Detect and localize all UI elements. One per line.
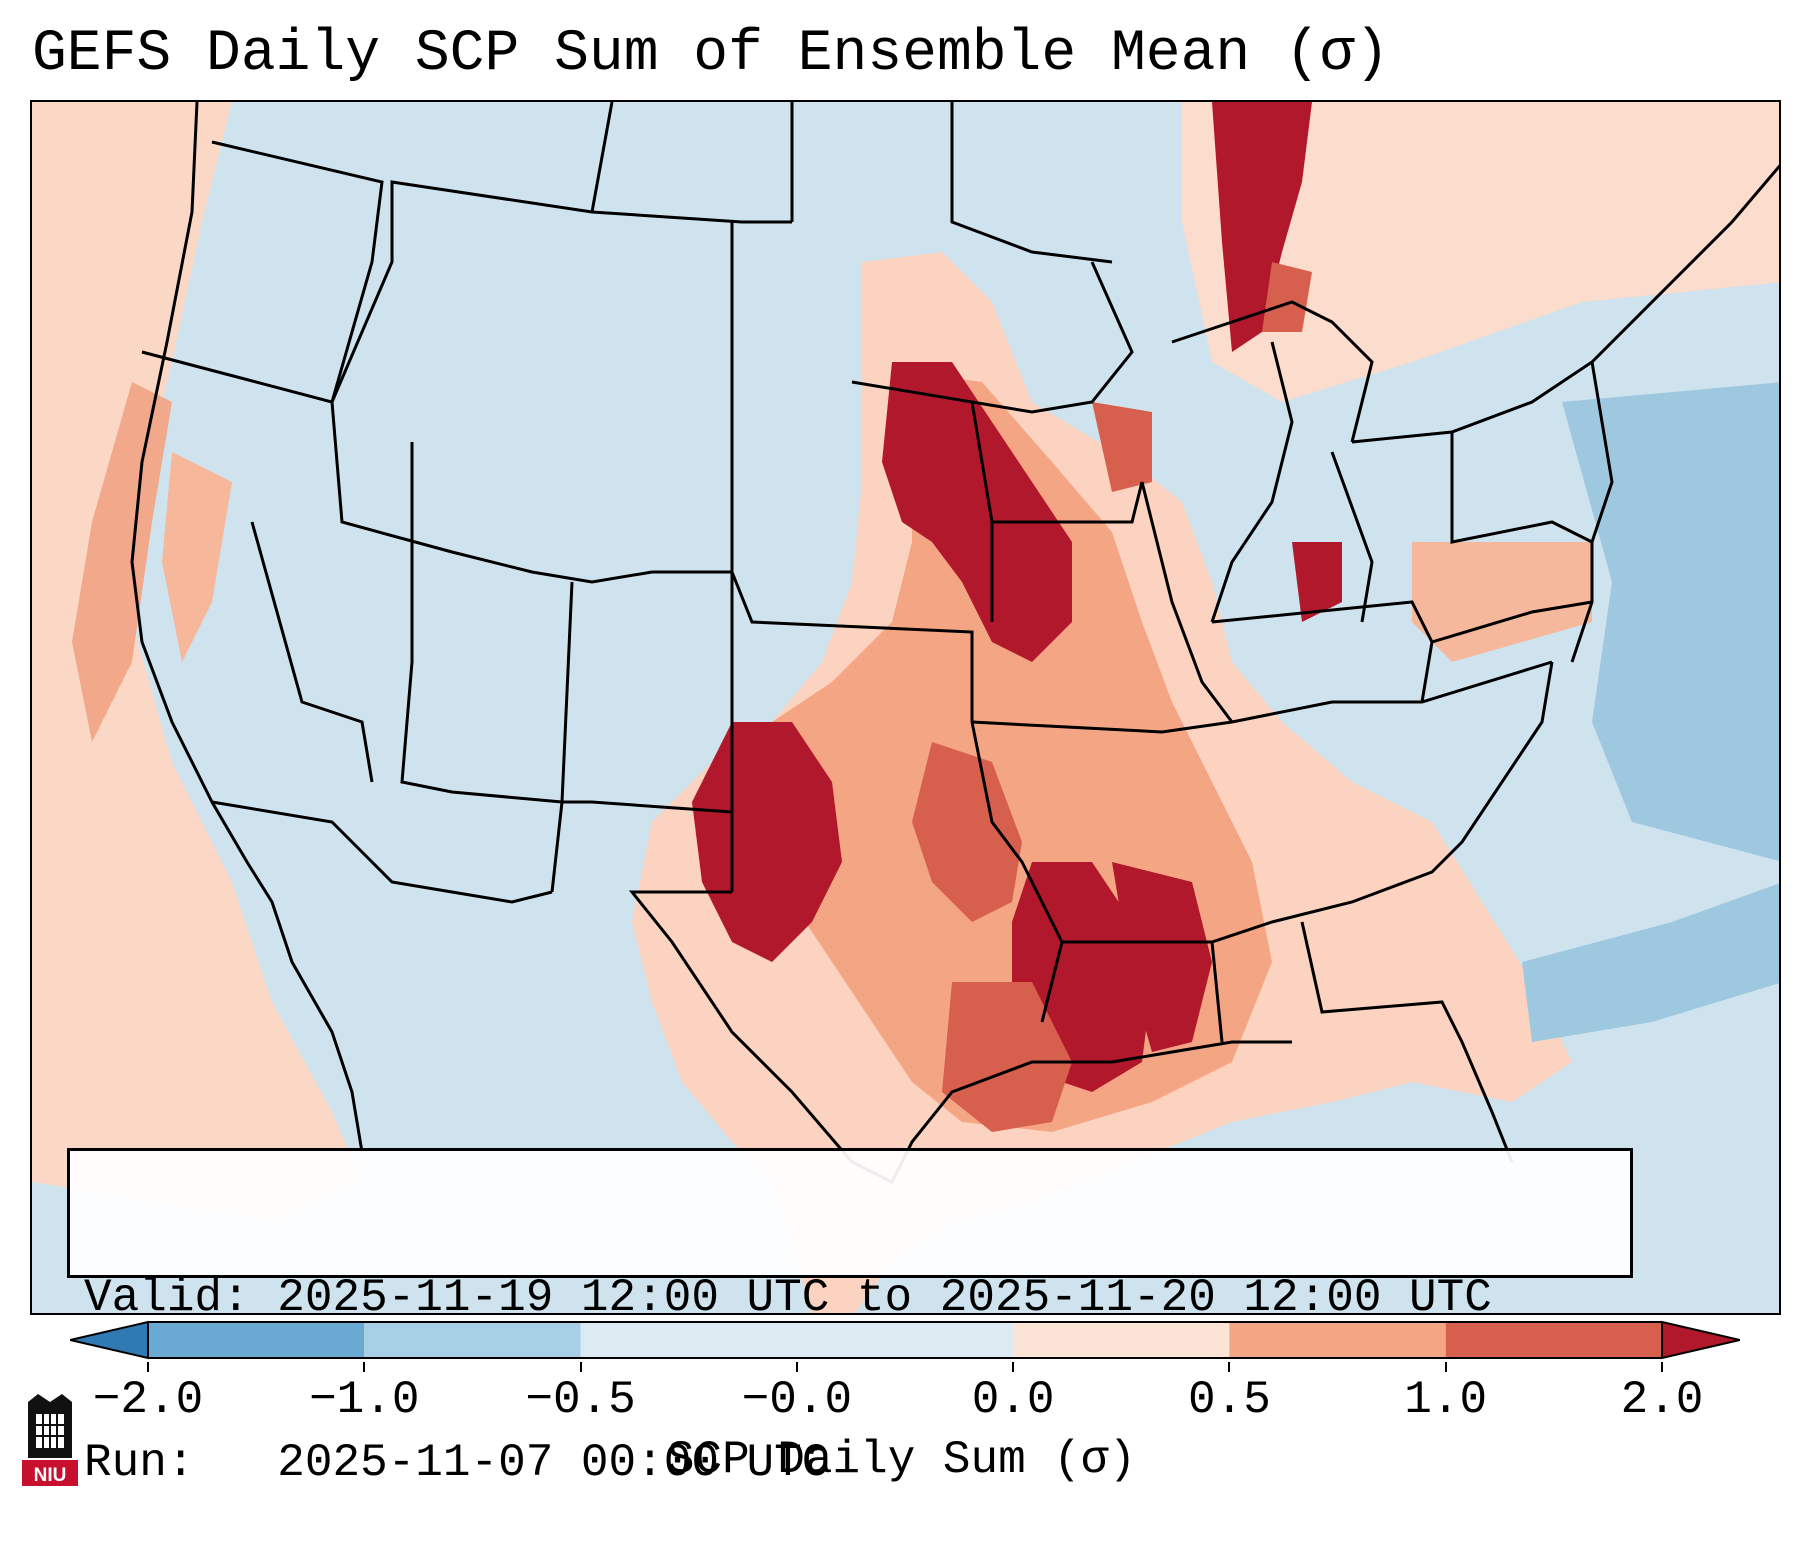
valid-label: Valid:	[84, 1272, 250, 1324]
logo-text: NIU	[34, 1465, 67, 1486]
valid-run-info-box: Valid: 2025-11-19 12:00 UTC to 2025-11-2…	[67, 1148, 1633, 1489]
colorbar-tick-label: 0.5	[1188, 1374, 1271, 1426]
colorbar-tick-label: 1.0	[1404, 1374, 1488, 1426]
colorbar-tick-mark	[1012, 1362, 1015, 1372]
map-panel	[30, 100, 1781, 1315]
run-label: Run:	[84, 1437, 195, 1489]
colorbar-tick-mark	[363, 1362, 366, 1372]
colorbar-tick-mark	[579, 1362, 582, 1372]
run-row: Run: 2025-11-07 00:00 UTC	[84, 1436, 1616, 1491]
colorbar-tick-mark	[147, 1362, 149, 1372]
chart-title: GEFS Daily SCP Sum of Ensemble Mean (σ)	[32, 22, 1390, 87]
colorbar-segment	[148, 1322, 365, 1358]
colorbar	[70, 1320, 1740, 1360]
run-value: 2025-11-07 00:00 UTC	[277, 1437, 830, 1489]
map-canvas	[32, 102, 1779, 1313]
colorbar-title: SCP Daily Sum (σ)	[666, 1434, 1137, 1486]
valid-value: 2025-11-19 12:00 UTC to 2025-11-20 12:00…	[277, 1272, 1492, 1324]
colorbar-extend-high	[1661, 1320, 1740, 1360]
colorbar-extend-low	[70, 1320, 149, 1360]
colorbar-tick-mark	[795, 1362, 798, 1372]
colorbar-tick-label: 0.0	[971, 1374, 1055, 1426]
colorbar-segment	[1013, 1322, 1230, 1358]
colorbar-outline	[147, 1321, 1663, 1359]
colorbar-tick-mark	[1661, 1362, 1663, 1372]
colorbar-tick-label: −0.0	[741, 1374, 853, 1426]
colorbar-tick-label: 2.0	[1620, 1374, 1704, 1426]
colorbar-segment	[796, 1322, 1014, 1358]
colorbar-tick-label: −1.0	[309, 1374, 420, 1426]
colorbar-tick-label: −2.0	[92, 1374, 204, 1426]
colorbar-tick-label: −0.5	[525, 1374, 636, 1426]
niu-logo-icon: NIU	[22, 1394, 78, 1486]
valid-row: Valid: 2025-11-19 12:00 UTC to 2025-11-2…	[84, 1271, 1616, 1326]
colorbar-segment	[1229, 1322, 1446, 1358]
anomaly-field	[32, 102, 1779, 1313]
colorbar-tick-mark	[1228, 1362, 1231, 1372]
colorbar-segment	[364, 1322, 581, 1358]
colorbar-segment	[1445, 1322, 1662, 1358]
colorbar-tick-mark	[1444, 1362, 1447, 1372]
colorbar-segment	[580, 1322, 797, 1358]
